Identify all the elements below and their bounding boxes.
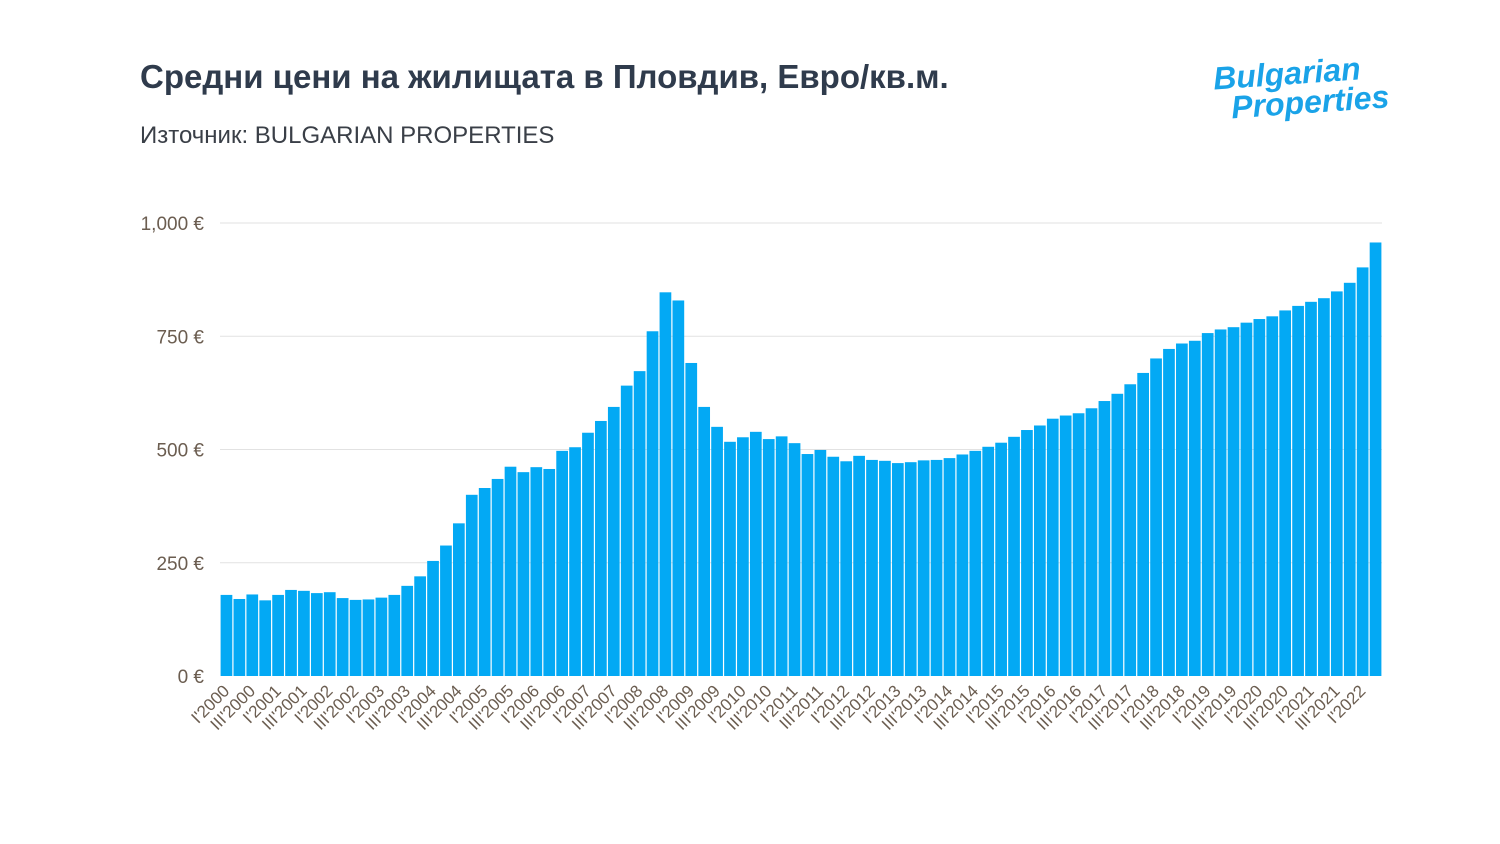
bar <box>1369 242 1382 676</box>
bar <box>1305 301 1317 676</box>
bar <box>1072 413 1085 676</box>
bar <box>259 600 272 676</box>
bar <box>220 594 233 676</box>
bar <box>349 599 362 676</box>
bar <box>401 585 414 676</box>
y-tick-label: 1,000 € <box>141 214 205 235</box>
bar <box>556 450 568 676</box>
bar <box>917 460 930 676</box>
bar <box>788 443 801 676</box>
y-tick-label: 750 € <box>156 327 204 348</box>
bar <box>891 463 904 676</box>
bar <box>1343 282 1356 676</box>
bar <box>646 331 659 676</box>
y-tick-label: 0 € <box>178 667 205 688</box>
bar <box>814 449 827 676</box>
bar <box>827 456 840 676</box>
bar <box>362 599 375 676</box>
bar <box>1227 327 1240 676</box>
bar <box>711 426 723 676</box>
bar <box>1279 310 1292 676</box>
bar <box>737 437 749 676</box>
bar <box>762 439 775 676</box>
bar <box>414 576 426 676</box>
bar <box>724 441 736 676</box>
bar <box>1356 267 1369 676</box>
bar <box>1137 372 1149 676</box>
bar <box>930 459 943 676</box>
bar <box>272 594 284 676</box>
bar <box>1266 316 1279 676</box>
bar <box>285 589 297 676</box>
bar <box>1111 393 1124 676</box>
bar <box>336 598 349 676</box>
bar <box>1046 418 1059 676</box>
bar <box>310 593 323 676</box>
bar <box>543 468 556 676</box>
bar <box>620 385 633 676</box>
bar <box>323 592 336 676</box>
bar <box>633 371 646 676</box>
bar <box>1214 329 1227 676</box>
bar <box>465 494 478 676</box>
bar <box>1240 322 1253 676</box>
bar <box>1201 333 1214 676</box>
bar <box>685 362 698 676</box>
bar <box>427 560 439 676</box>
bar <box>879 460 891 676</box>
bar <box>969 450 982 676</box>
y-tick-label: 500 € <box>156 441 204 462</box>
bar <box>569 447 581 676</box>
bar <box>1176 343 1188 676</box>
bar <box>698 406 711 676</box>
bar <box>1330 291 1343 676</box>
chart-subtitle: Източник: BULGARIAN PROPERTIES <box>140 122 555 149</box>
bar <box>1034 425 1046 676</box>
bar <box>659 292 672 676</box>
bar <box>956 454 969 676</box>
bar <box>530 467 543 676</box>
bar <box>298 590 310 676</box>
bulgarian-properties-logo: Bulgarian Properties <box>1212 50 1390 122</box>
bar <box>233 598 246 676</box>
bar <box>388 594 401 676</box>
bar <box>866 459 878 676</box>
bar <box>1253 319 1266 676</box>
bar <box>453 523 465 676</box>
bar <box>1150 358 1162 676</box>
bar <box>1188 340 1201 676</box>
bar <box>982 446 995 676</box>
bar <box>1163 348 1175 676</box>
bar <box>517 472 530 676</box>
bar <box>1021 430 1033 676</box>
bar <box>904 462 917 676</box>
bar <box>491 478 504 676</box>
bar <box>582 432 594 676</box>
bar <box>1085 408 1098 676</box>
bar <box>672 300 685 676</box>
bar <box>840 461 853 676</box>
bar <box>1124 384 1137 676</box>
bar <box>246 594 259 676</box>
bar <box>440 545 452 676</box>
bar <box>1008 436 1020 676</box>
bar <box>775 436 788 676</box>
bar <box>853 455 865 676</box>
chart-title: Средни цени на жилищата в Пловдив, Евро/… <box>140 58 949 95</box>
bar <box>1098 401 1111 676</box>
y-tick-label: 250 € <box>156 554 204 575</box>
bar <box>995 442 1007 676</box>
bar <box>749 431 762 676</box>
bar <box>1059 415 1072 676</box>
bar <box>801 454 814 676</box>
bar <box>943 458 956 676</box>
bar <box>1292 305 1304 676</box>
bar <box>595 420 607 676</box>
bar <box>478 488 491 676</box>
bar <box>607 406 620 676</box>
bar <box>504 466 517 676</box>
bar <box>1318 298 1330 676</box>
bar <box>375 597 388 676</box>
